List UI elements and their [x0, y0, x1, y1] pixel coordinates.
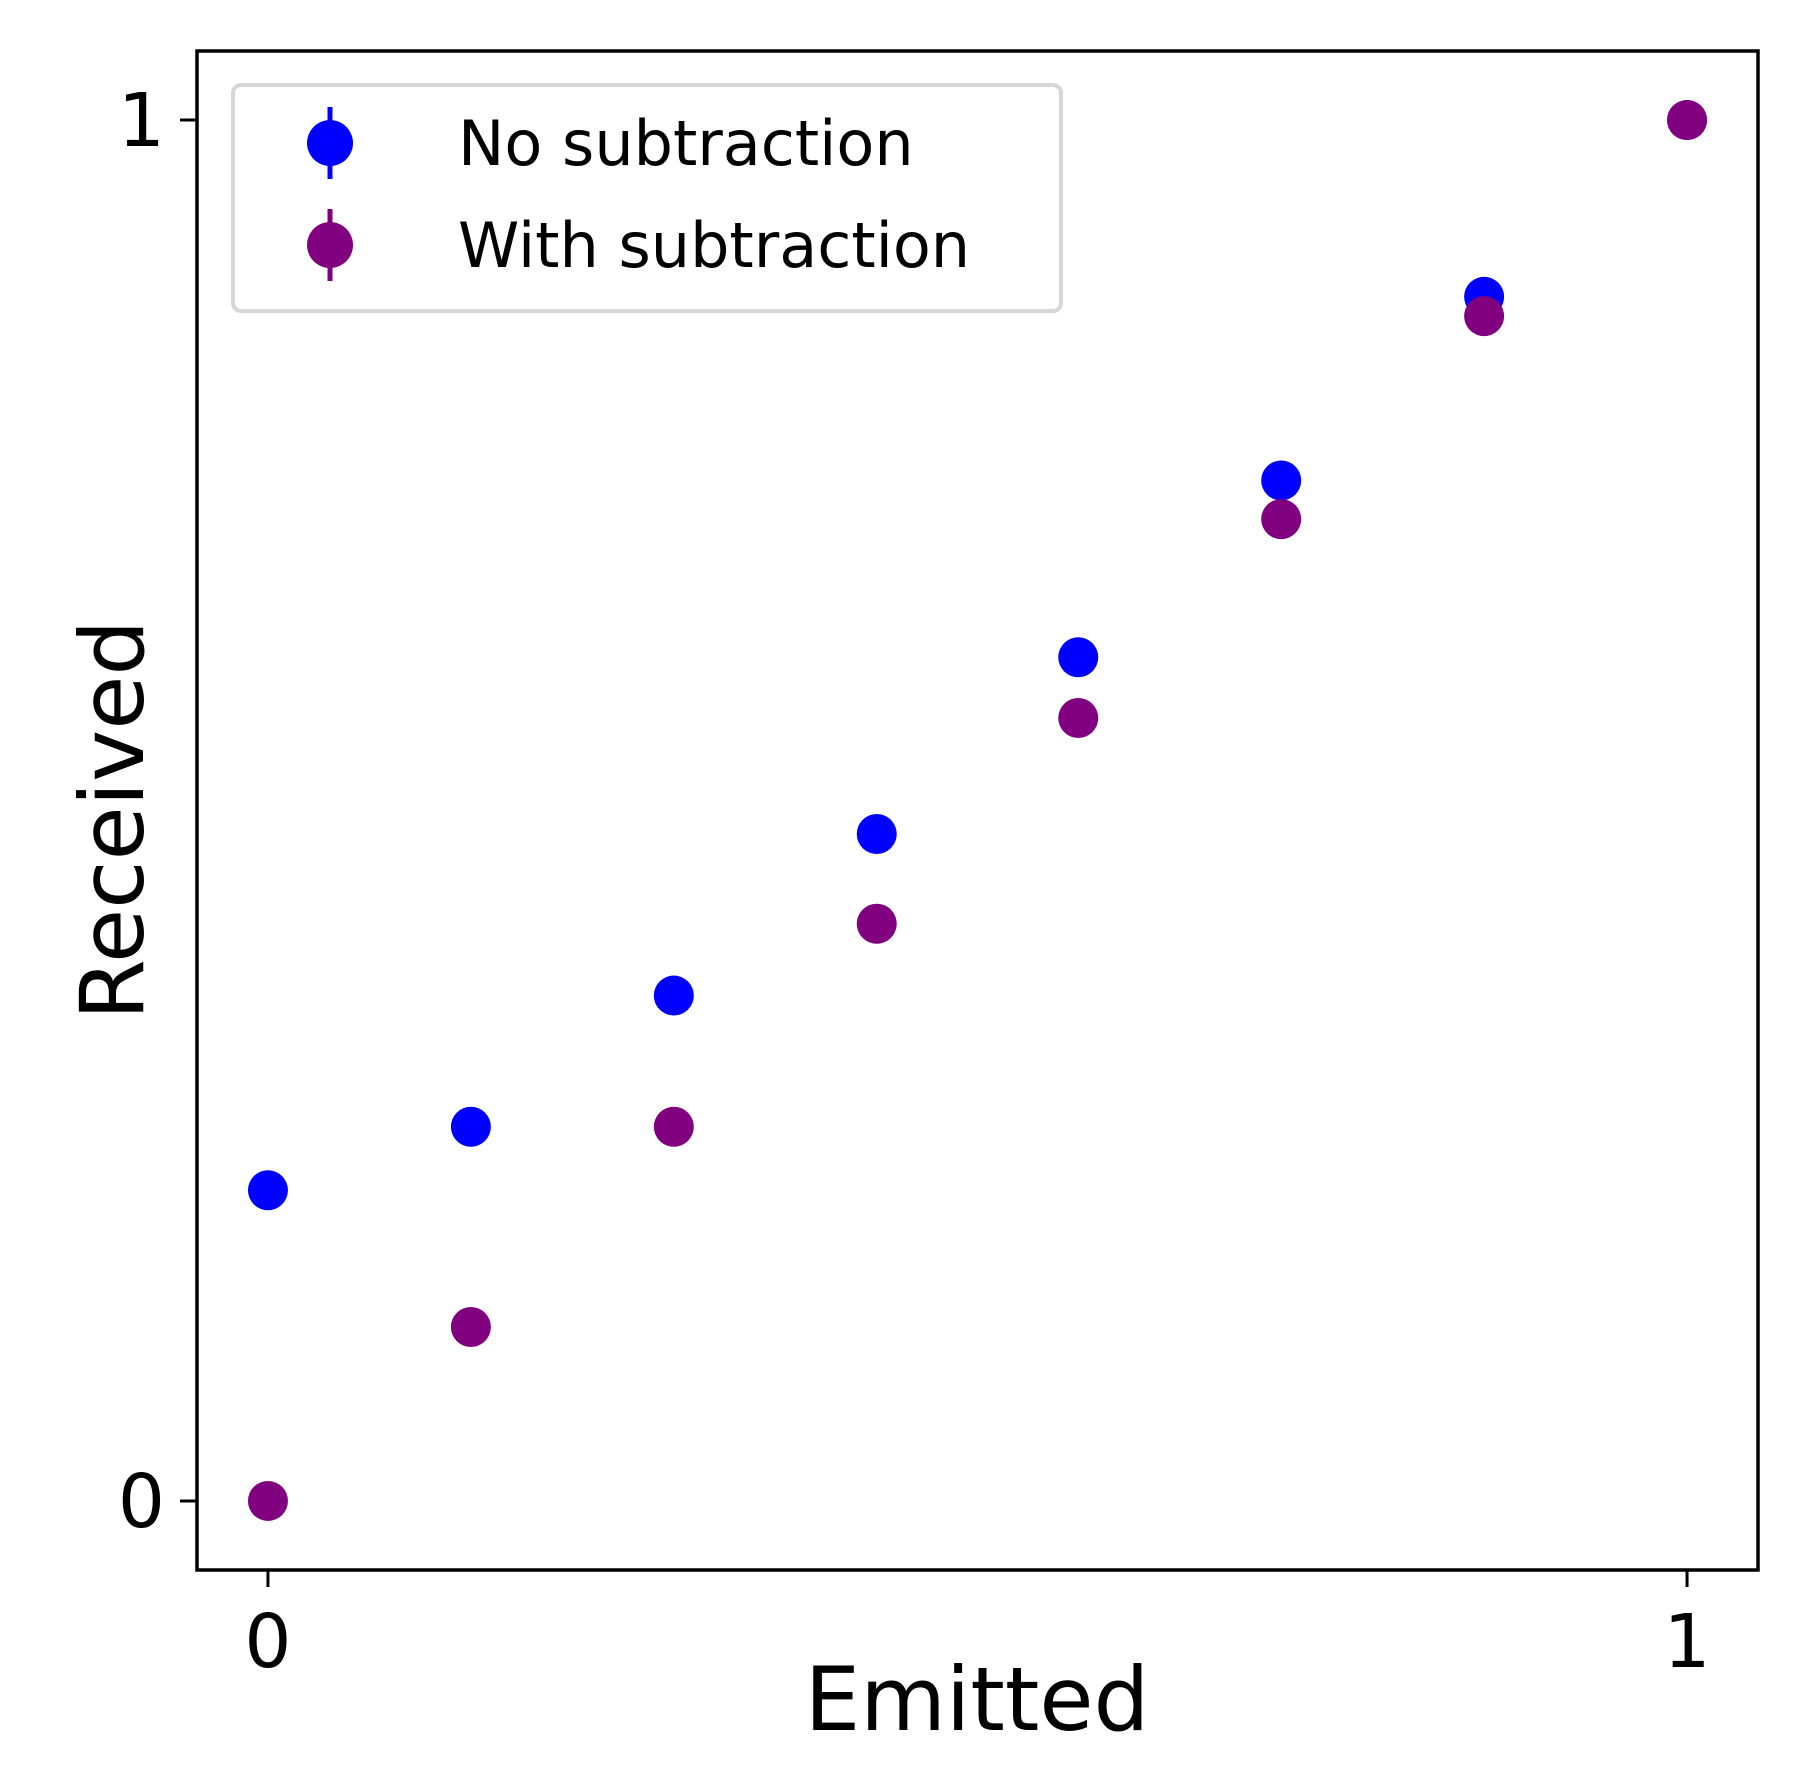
legend-marker-1	[307, 222, 353, 268]
point-series-0-2	[653, 975, 694, 1016]
legend-entries: No subtraction With subtraction	[307, 107, 970, 282]
legend-marker-0	[307, 120, 353, 166]
y-tick-label-1: 1	[118, 78, 165, 164]
point-series-0-4	[1058, 637, 1099, 678]
plot-frame	[195, 49, 1760, 1572]
point-series-1-3	[856, 903, 897, 944]
point-series-1-7	[1667, 100, 1708, 141]
point-series-1-1	[450, 1306, 491, 1347]
point-series-1-4	[1058, 697, 1099, 738]
point-series-1-2	[653, 1106, 694, 1147]
point-series-0-5	[1261, 460, 1302, 501]
y-axis-label: Received	[61, 620, 164, 1020]
x-tick-label-0: 0	[244, 1599, 291, 1685]
point-series-1-6	[1464, 296, 1505, 337]
x-tick-label-1: 1	[1663, 1599, 1710, 1685]
legend-label-1: With subtraction	[458, 209, 970, 282]
point-series-0-0	[247, 1170, 288, 1211]
point-series-0-1	[450, 1106, 491, 1147]
points-layer	[247, 100, 1708, 1521]
point-series-0-3	[856, 813, 897, 854]
x-axis-label: Emitted	[805, 1648, 1150, 1751]
ticks-layer: 0 1 0 1	[118, 78, 1711, 1685]
legend-label-0: No subtraction	[458, 107, 914, 180]
point-series-1-0	[247, 1480, 288, 1521]
legend: No subtraction With subtraction	[231, 83, 1063, 313]
point-series-1-5	[1261, 499, 1302, 540]
legend-frame	[231, 83, 1063, 313]
y-tick-label-0: 0	[118, 1459, 165, 1545]
